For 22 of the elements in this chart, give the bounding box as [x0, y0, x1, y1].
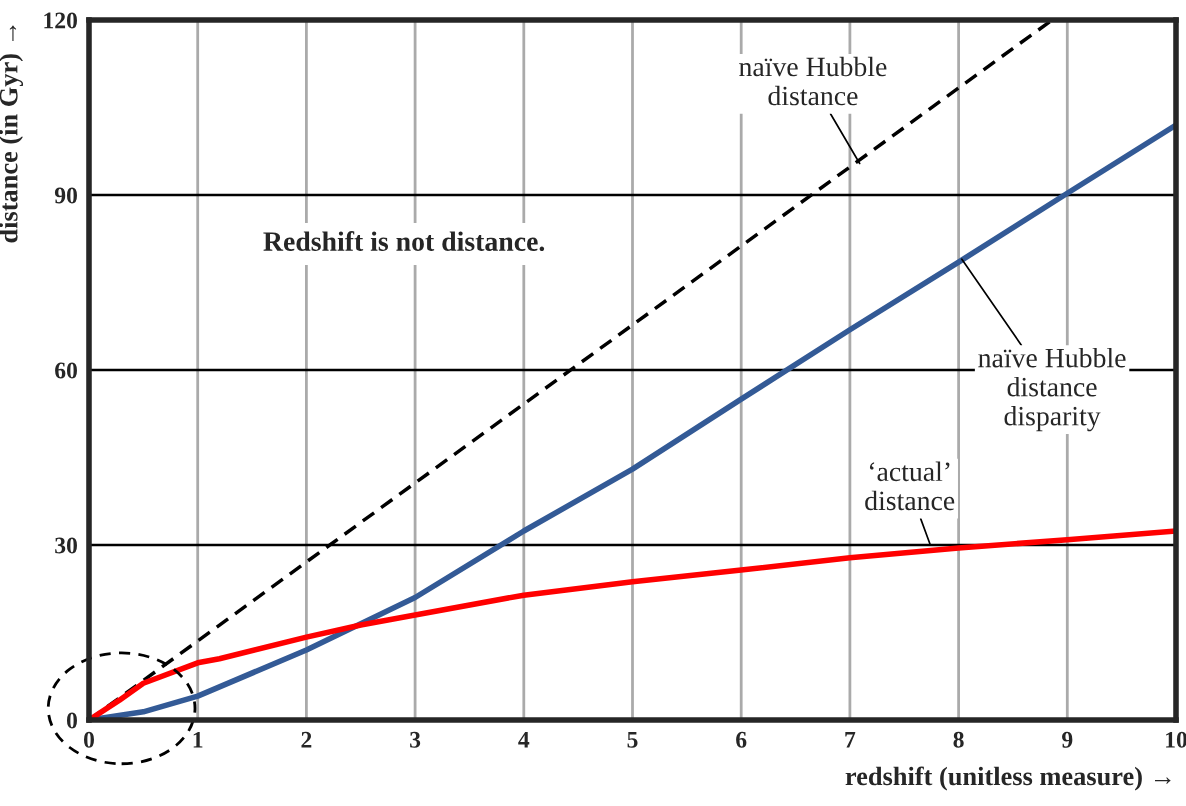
annotation: Redshift is not distance. [263, 231, 545, 252]
x-tick-label: 7 [845, 732, 856, 748]
y-tick-label: 0 [66, 712, 77, 729]
y-axis-title: distance (in Gyr) → [0, 25, 24, 243]
y-tick-label: 60 [55, 362, 77, 379]
x-tick-label: 1 [193, 731, 203, 748]
annotation: naïve Hubble distance disparity [978, 347, 1126, 432]
y-tick-label: 30 [55, 537, 77, 554]
x-tick-label: 3 [410, 731, 421, 748]
x-tick-label: 9 [1062, 731, 1073, 748]
x-tick-label: 4 [518, 731, 530, 748]
y-tick-label: 90 [54, 187, 77, 204]
annotation: naïve Hubble distance [739, 56, 887, 106]
x-tick-label: 10 [1166, 731, 1186, 748]
x-tick-label: 2 [301, 731, 312, 748]
x-tick-label: 0 [84, 731, 94, 748]
x-tick-label: 5 [627, 732, 638, 748]
x-tick-label: 6 [736, 731, 747, 748]
x-tick-label: 8 [953, 731, 964, 748]
y-tick-label: 120 [44, 12, 77, 29]
x-axis-title: redshift (unitless measure) → [845, 766, 1171, 791]
annotation: ‘actual’ distance [865, 461, 955, 511]
